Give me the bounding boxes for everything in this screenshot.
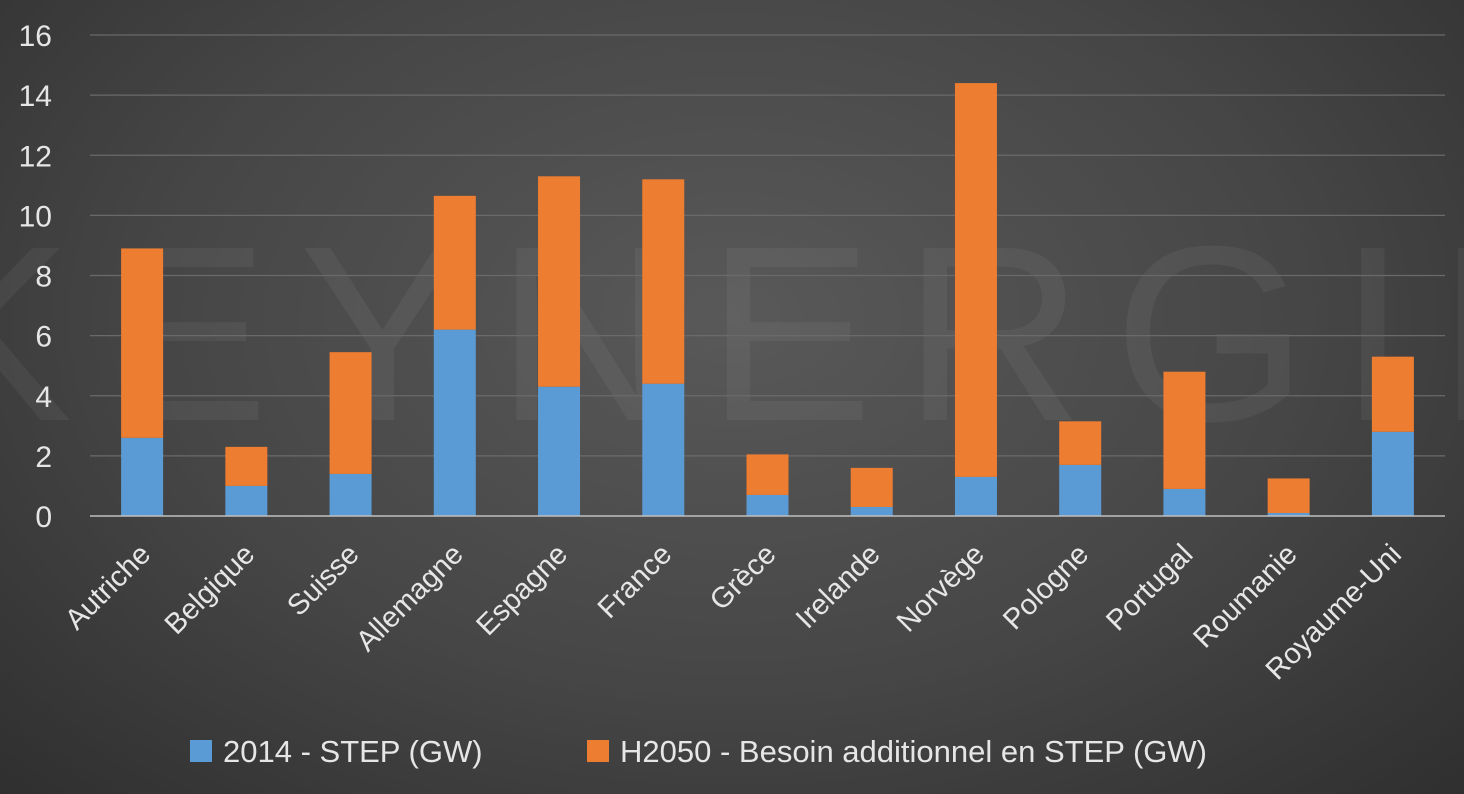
x-category-label: Espagne xyxy=(470,538,574,642)
bar-h2050-5 xyxy=(642,179,685,384)
legend-label-0: 2014 - STEP (GW) xyxy=(223,734,483,769)
gridlines xyxy=(90,34,1445,457)
x-category-label: France xyxy=(592,538,678,624)
bar-2014-8 xyxy=(954,476,997,516)
bar-2014-0 xyxy=(121,437,164,516)
bar-2014-7 xyxy=(850,506,893,516)
x-category-label: Irelande xyxy=(790,538,887,635)
x-category-label: Portugal xyxy=(1100,538,1199,637)
y-tick-label: 0 xyxy=(35,501,52,534)
x-category-label: Belgique xyxy=(159,538,261,640)
bar-h2050-12 xyxy=(1371,356,1414,432)
y-tick-label: 2 xyxy=(35,441,52,474)
bar-h2050-0 xyxy=(121,248,164,438)
bar-2014-2 xyxy=(329,473,372,516)
bar-2014-1 xyxy=(225,485,268,516)
bars xyxy=(121,83,1414,516)
bar-h2050-9 xyxy=(1059,421,1102,465)
bar-h2050-6 xyxy=(746,454,789,495)
bar-h2050-2 xyxy=(329,352,372,474)
x-category-label: Norvège xyxy=(891,538,991,638)
bar-2014-5 xyxy=(642,383,685,516)
bar-h2050-3 xyxy=(433,195,476,330)
x-category-label: Pologne xyxy=(997,538,1095,636)
legend-label-1: H2050 - Besoin additionnel en STEP (GW) xyxy=(620,734,1207,769)
bar-2014-9 xyxy=(1059,464,1102,516)
bar-h2050-1 xyxy=(225,446,268,486)
bar-h2050-10 xyxy=(1163,371,1206,489)
y-tick-label: 14 xyxy=(19,80,52,113)
bar-2014-4 xyxy=(538,386,581,516)
bar-2014-6 xyxy=(746,494,789,516)
x-category-label: Autriche xyxy=(59,538,157,636)
legend-swatch-0 xyxy=(190,740,212,762)
bar-2014-12 xyxy=(1371,431,1414,516)
bar-2014-11 xyxy=(1267,512,1310,516)
y-tick-label: 4 xyxy=(35,381,52,414)
bar-2014-3 xyxy=(433,329,476,516)
bar-h2050-7 xyxy=(850,467,893,507)
watermark-text: KEYNERGIE xyxy=(0,194,1464,473)
bar-h2050-11 xyxy=(1267,478,1310,513)
x-category-label: Grèce xyxy=(704,538,782,616)
x-category-label: Suisse xyxy=(281,538,365,622)
bar-2014-10 xyxy=(1163,488,1206,516)
bar-h2050-4 xyxy=(538,176,581,387)
legend: 2014 - STEP (GW) H2050 - Besoin additionn… xyxy=(190,734,1207,769)
legend-swatch-1 xyxy=(587,740,609,762)
y-tick-label: 6 xyxy=(35,321,52,354)
y-tick-label: 10 xyxy=(19,200,52,233)
bar-h2050-8 xyxy=(954,83,997,477)
y-axis-tick-labels: 0 2 4 6 8 10 12 14 16 xyxy=(19,20,52,534)
y-tick-label: 12 xyxy=(19,140,52,173)
y-tick-label: 8 xyxy=(35,261,52,294)
y-tick-label: 16 xyxy=(19,20,52,53)
x-category-label: Allemagne xyxy=(350,538,470,658)
